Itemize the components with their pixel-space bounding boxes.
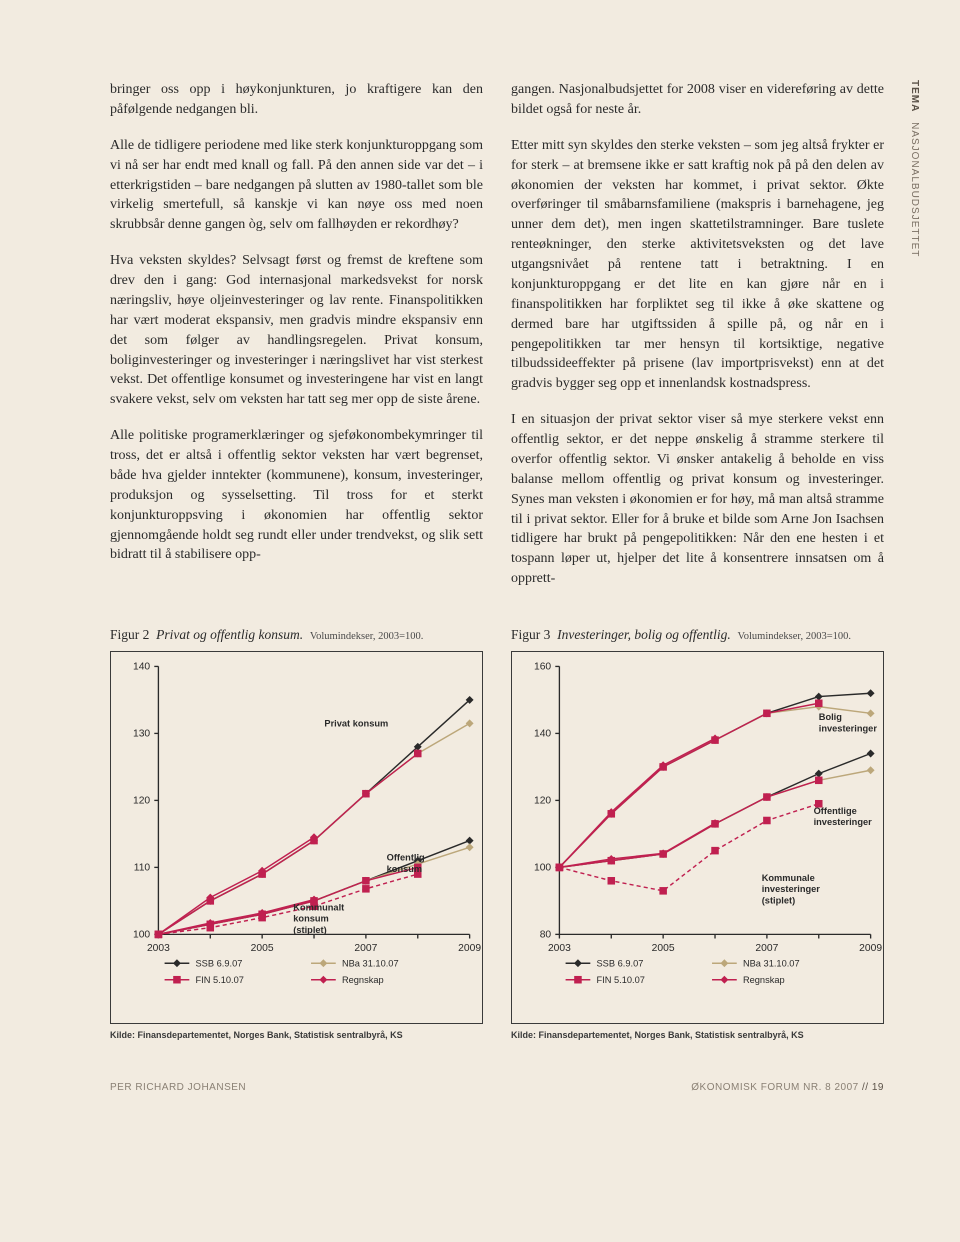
svg-text:(stiplet): (stiplet) xyxy=(293,925,326,935)
svg-text:NBa 31.10.07: NBa 31.10.07 xyxy=(743,958,800,968)
para: Hva veksten skyldes? Selvsagt først og f… xyxy=(110,251,483,410)
para: Etter mitt syn skyldes den sterke vekste… xyxy=(511,136,884,394)
svg-text:FIN 5.10.07: FIN 5.10.07 xyxy=(196,975,244,985)
svg-text:100: 100 xyxy=(534,862,551,873)
fig-caption: Privat og offentlig konsum. xyxy=(156,627,303,642)
figure-3-source: Kilde: Finansdepartementet, Norges Bank,… xyxy=(511,1030,884,1040)
figure-2: Figur 2 Privat og offentlig konsum. Volu… xyxy=(110,627,483,1040)
svg-text:2003: 2003 xyxy=(147,943,170,954)
fig-subcaption: Volumindekser, 2003=100. xyxy=(738,631,852,642)
svg-text:Offentlige: Offentlige xyxy=(814,806,857,816)
svg-text:Kommunalt: Kommunalt xyxy=(293,902,344,912)
svg-text:(stiplet): (stiplet) xyxy=(762,895,795,905)
figure-3: Figur 3 Investeringer, bolig og offentli… xyxy=(511,627,884,1040)
svg-text:Regnskap: Regnskap xyxy=(342,975,384,985)
fig-label: Figur 2 xyxy=(110,627,149,642)
page: TEMA NASJONALBUDSJETTET bringer oss opp … xyxy=(0,0,960,1133)
svg-text:130: 130 xyxy=(133,729,150,740)
figure-2-chart: 100 110 120 130 140 2003 2005 2007 2009 Privat ko… xyxy=(110,651,483,1024)
svg-text:konsum: konsum xyxy=(293,914,329,924)
svg-text:FIN 5.10.07: FIN 5.10.07 xyxy=(597,975,645,985)
svg-text:SSB 6.9.07: SSB 6.9.07 xyxy=(597,958,644,968)
fig-caption: Investeringer, bolig og offentlig. xyxy=(557,627,731,642)
svg-text:2003: 2003 xyxy=(548,943,571,954)
svg-text:SSB 6.9.07: SSB 6.9.07 xyxy=(196,958,243,968)
para: I en situasjon der privat sektor viser s… xyxy=(511,410,884,589)
page-footer: PER RICHARD JOHANSEN ØKONOMISK FORUM NR.… xyxy=(110,1082,884,1093)
svg-text:Privat konsum: Privat konsum xyxy=(324,719,388,729)
para: Alle politiske programerklæringer og sje… xyxy=(110,426,483,565)
figure-3-chart: 801001201401602003200520072009Boliginves… xyxy=(511,651,884,1024)
figure-2-source: Kilde: Finansdepartementet, Norges Bank,… xyxy=(110,1030,483,1040)
figure-2-title: Figur 2 Privat og offentlig konsum. Volu… xyxy=(110,627,483,643)
svg-text:Kommunale: Kommunale xyxy=(762,873,815,883)
svg-text:120: 120 xyxy=(133,795,150,806)
para: gangen. Nasjonalbudsjettet for 2008 vise… xyxy=(511,80,884,120)
svg-text:2007: 2007 xyxy=(755,943,778,954)
svg-text:investeringer: investeringer xyxy=(814,817,873,827)
svg-text:2009: 2009 xyxy=(458,943,481,954)
body-columns: bringer oss opp i høykonjunkturen, jo kr… xyxy=(110,80,884,605)
para: Alle de tidligere periodene med like ste… xyxy=(110,136,483,235)
svg-text:konsum: konsum xyxy=(387,864,423,874)
figures-row: Figur 2 Privat og offentlig konsum. Volu… xyxy=(110,627,884,1040)
footer-journal: ØKONOMISK FORUM NR. 8 2007 xyxy=(691,1082,858,1093)
svg-text:80: 80 xyxy=(540,929,552,940)
svg-text:Offentlig: Offentlig xyxy=(387,853,425,863)
svg-text:Bolig: Bolig xyxy=(819,712,842,722)
svg-text:160: 160 xyxy=(534,662,551,673)
svg-text:Regnskap: Regnskap xyxy=(743,975,785,985)
fig-subcaption: Volumindekser, 2003=100. xyxy=(310,631,424,642)
side-tab-subject: NASJONALBUDSJETTET xyxy=(909,122,920,257)
svg-text:2005: 2005 xyxy=(251,943,274,954)
svg-text:2005: 2005 xyxy=(652,943,675,954)
footer-author: PER RICHARD JOHANSEN xyxy=(110,1082,246,1093)
right-column: gangen. Nasjonalbudsjettet for 2008 vise… xyxy=(511,80,884,605)
svg-text:100: 100 xyxy=(133,929,150,940)
para: bringer oss opp i høykonjunkturen, jo kr… xyxy=(110,80,483,120)
left-column: bringer oss opp i høykonjunkturen, jo kr… xyxy=(110,80,483,605)
svg-text:2009: 2009 xyxy=(859,943,882,954)
figure-3-title: Figur 3 Investeringer, bolig og offentli… xyxy=(511,627,884,643)
fig-label: Figur 3 xyxy=(511,627,550,642)
side-tab: TEMA NASJONALBUDSJETTET xyxy=(909,80,920,257)
svg-text:140: 140 xyxy=(534,729,551,740)
svg-text:NBa 31.10.07: NBa 31.10.07 xyxy=(342,958,399,968)
footer-right: ØKONOMISK FORUM NR. 8 2007 // 19 xyxy=(691,1082,884,1093)
svg-text:investeringer: investeringer xyxy=(819,723,878,733)
svg-text:140: 140 xyxy=(133,662,150,673)
footer-page-number: // 19 xyxy=(862,1082,884,1093)
svg-text:2007: 2007 xyxy=(354,943,377,954)
side-tab-tema: TEMA xyxy=(909,80,920,112)
chart-svg: 100 110 120 130 140 2003 2005 2007 2009 Privat ko… xyxy=(111,652,482,1023)
svg-text:investeringer: investeringer xyxy=(762,884,821,894)
svg-text:110: 110 xyxy=(134,862,151,873)
chart-svg: 801001201401602003200520072009Boliginves… xyxy=(512,652,883,1023)
svg-text:120: 120 xyxy=(534,795,551,806)
